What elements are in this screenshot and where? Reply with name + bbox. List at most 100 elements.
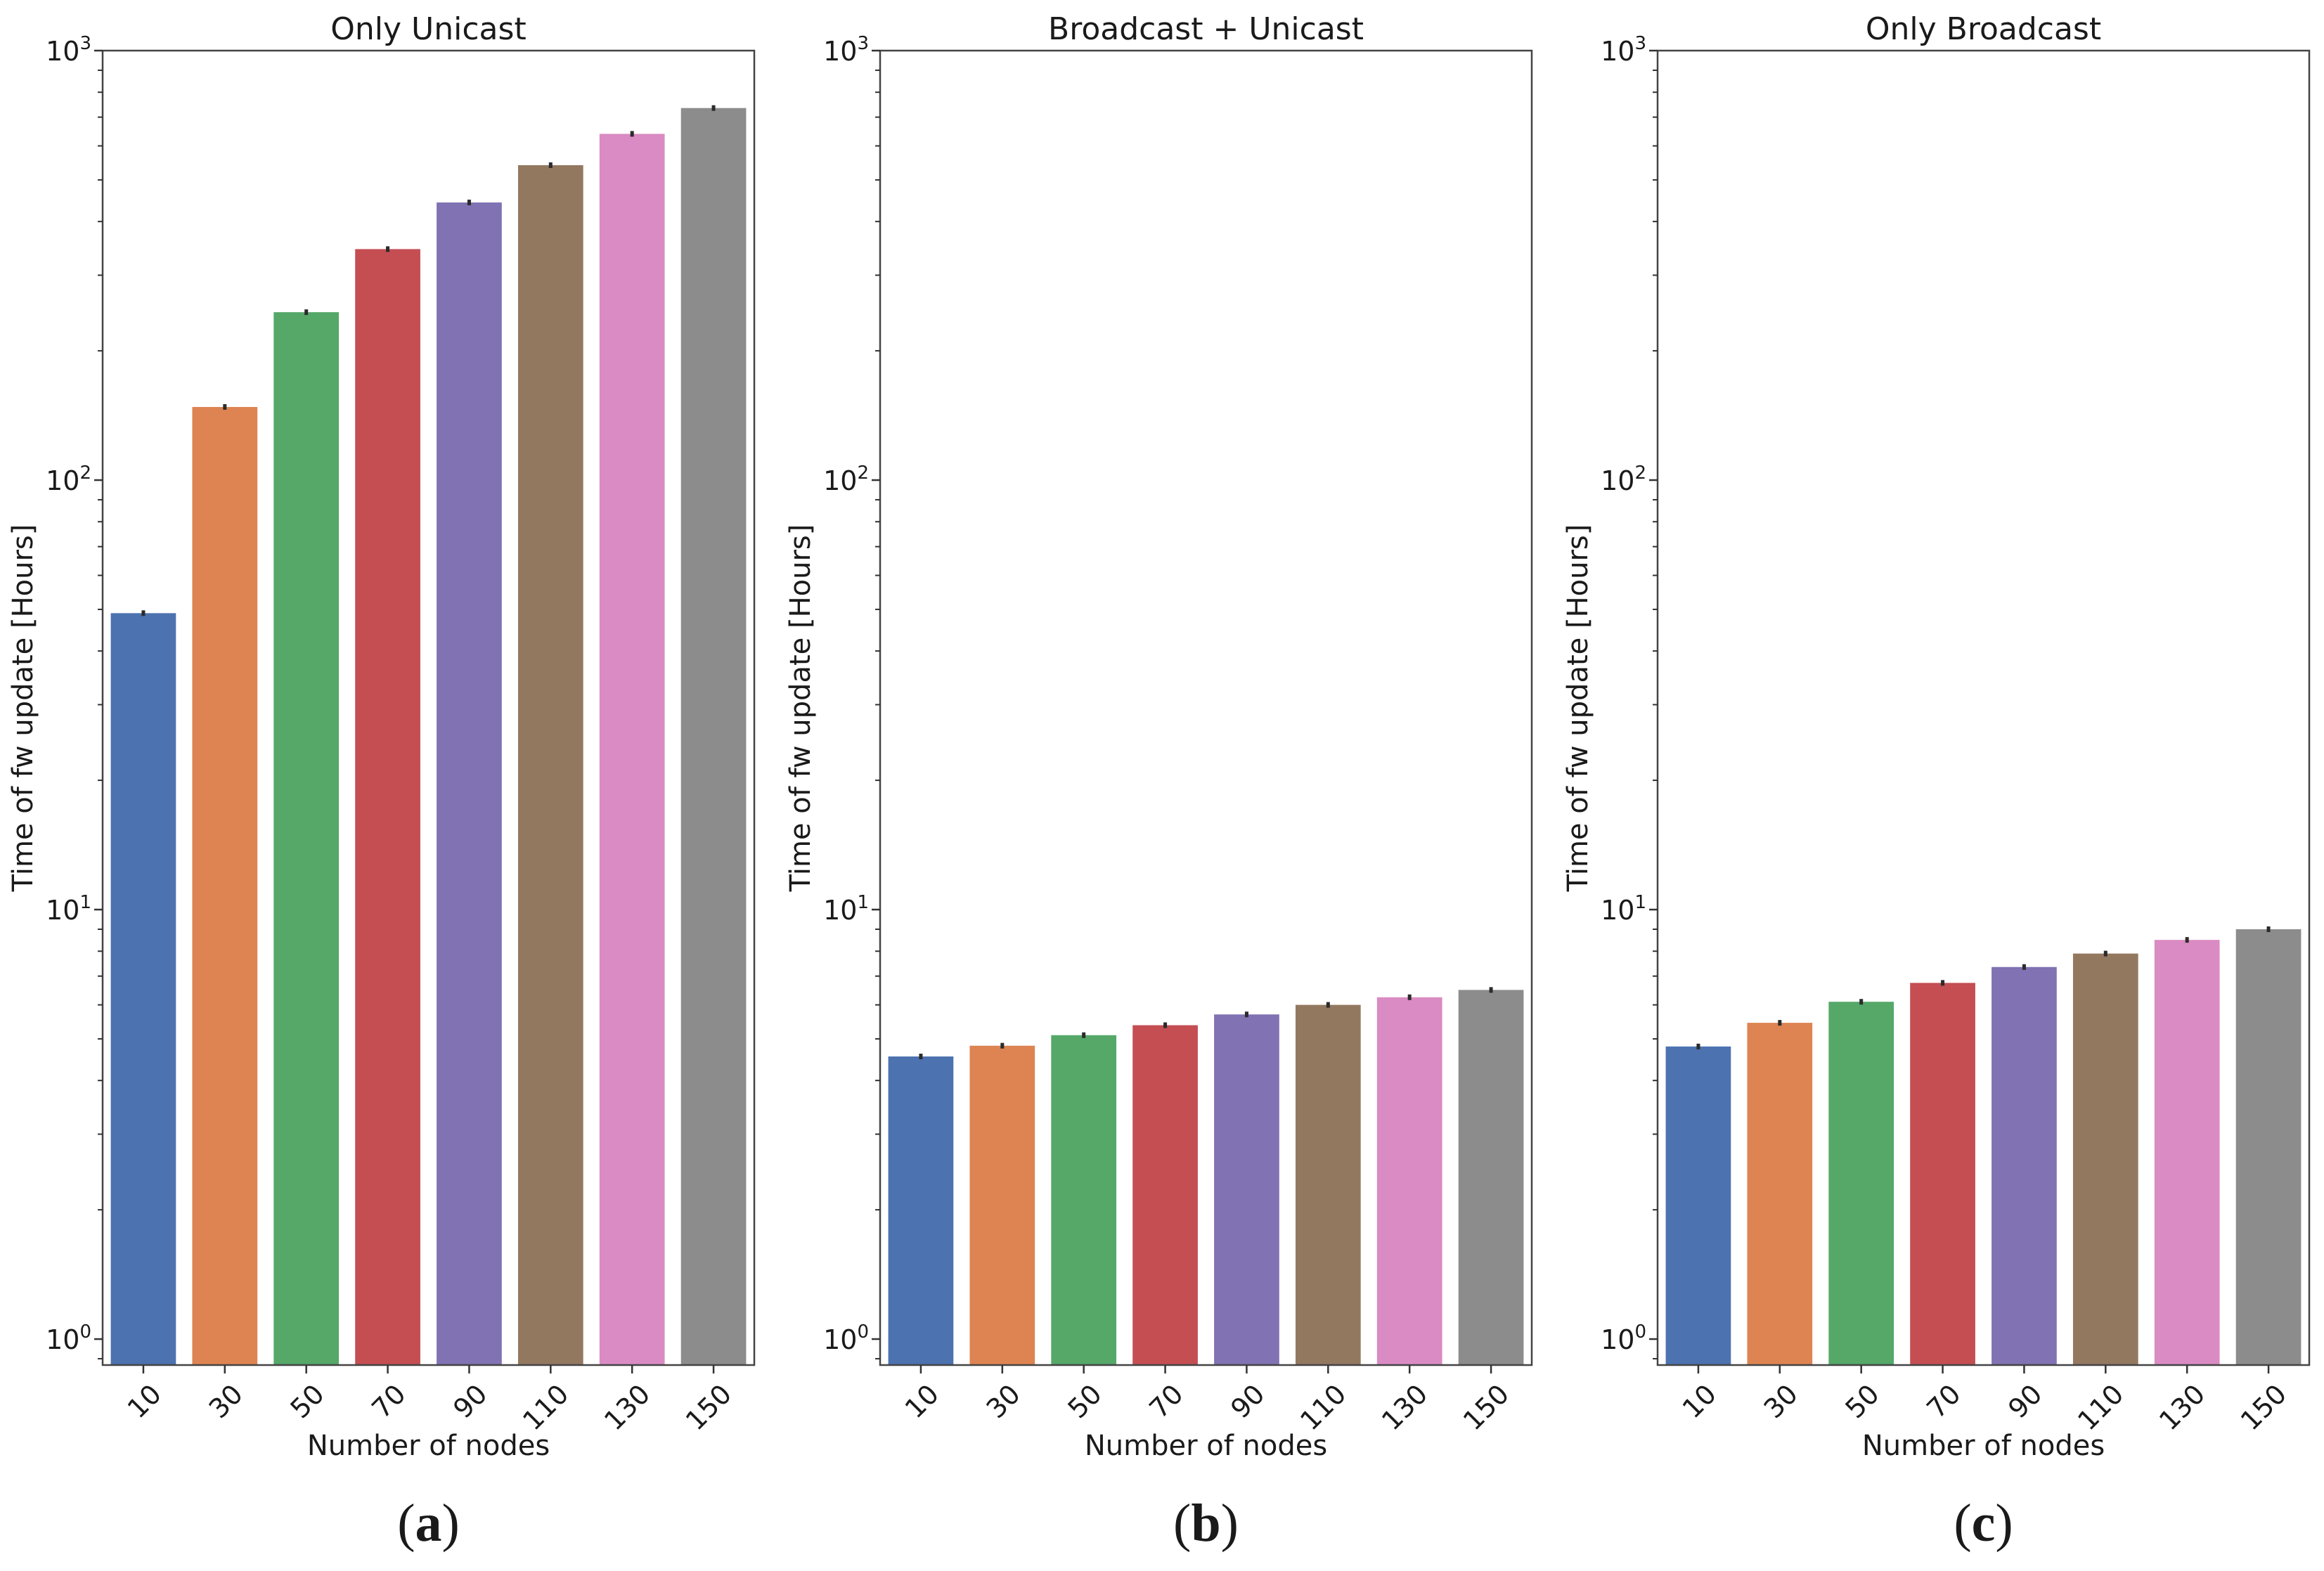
axes-frame (879, 49, 1533, 1366)
panel-caption-close: ) (1995, 1494, 2013, 1553)
x-tick-label: 30 (981, 1378, 1026, 1424)
x-tick-label: 10 (899, 1378, 945, 1424)
y-tick-base: 10 (823, 1324, 857, 1355)
y-tick-label: 101 (46, 892, 91, 926)
x-tick-label: 150 (680, 1378, 737, 1436)
bar-110 (2072, 953, 2138, 1365)
x-tick-label: 110 (2072, 1378, 2129, 1436)
x-tick-label: 10 (122, 1378, 167, 1424)
x-tick-label: 90 (2002, 1378, 2048, 1424)
y-tick-exponent: 2 (79, 463, 91, 484)
bar-10 (110, 613, 176, 1365)
bar-110 (1295, 1004, 1361, 1365)
x-tick-label: 30 (203, 1378, 249, 1424)
x-tick-label: 130 (2153, 1378, 2211, 1436)
x-tick-label: 150 (2235, 1378, 2292, 1436)
panel-caption-letter: b (1191, 1494, 1220, 1553)
x-tick-label: 150 (1457, 1378, 1515, 1436)
bar-70 (355, 249, 420, 1365)
y-tick-exponent: 2 (1634, 463, 1646, 484)
bar-30 (969, 1045, 1035, 1365)
y-axis-label: Time of fw update [Hours] (785, 524, 817, 893)
bar-10 (1665, 1046, 1731, 1365)
y-tick-label: 103 (1601, 33, 1646, 67)
y-tick-exponent: 2 (857, 463, 869, 484)
y-axis-label: Time of fw update [Hours] (1562, 524, 1594, 893)
panel-caption-letter: c (1972, 1494, 1996, 1553)
y-tick-label: 102 (1601, 463, 1646, 496)
y-tick-exponent: 1 (1634, 892, 1646, 913)
y-tick-label: 100 (46, 1321, 91, 1355)
x-tick-label: 70 (366, 1378, 411, 1424)
y-axis-label: Time of fw update [Hours] (7, 524, 39, 893)
x-tick-label: 70 (1920, 1378, 1966, 1424)
x-tick-label: 110 (517, 1378, 574, 1436)
y-tick-base: 10 (1601, 36, 1634, 67)
bar-130 (599, 134, 665, 1365)
x-tick-label: 10 (1677, 1378, 1722, 1424)
panel-caption: (b) (1173, 1494, 1239, 1553)
panel-caption-open: ( (397, 1494, 415, 1553)
bar-30 (192, 406, 258, 1365)
y-tick-label: 103 (823, 33, 869, 67)
x-tick-label: 70 (1143, 1378, 1189, 1424)
y-tick-base: 10 (46, 36, 79, 67)
chart-title: Only Broadcast (1866, 11, 2101, 47)
y-tick-base: 10 (823, 36, 857, 67)
y-tick-exponent: 3 (1634, 33, 1646, 54)
x-tick-label: 50 (1840, 1378, 1885, 1424)
bar-50 (1051, 1035, 1117, 1365)
y-tick-label: 102 (46, 463, 91, 496)
y-tick-label: 102 (823, 463, 869, 496)
y-tick-base: 10 (1601, 895, 1634, 926)
y-tick-label: 101 (823, 892, 869, 926)
y-tick-base: 10 (1601, 465, 1634, 496)
bar-90 (1214, 1014, 1279, 1365)
y-tick-exponent: 3 (857, 33, 869, 54)
y-tick-exponent: 1 (79, 892, 91, 913)
y-tick-base: 10 (823, 465, 857, 496)
y-tick-base: 10 (1601, 1324, 1634, 1355)
bar-90 (437, 202, 502, 1365)
panel-caption-letter: a (415, 1494, 442, 1553)
x-tick-label: 90 (1225, 1378, 1270, 1424)
bar-150 (1458, 990, 1524, 1365)
y-tick-base: 10 (46, 895, 79, 926)
axes-frame (101, 49, 756, 1366)
bar-130 (1376, 997, 1442, 1365)
chart-title: Broadcast + Unicast (1048, 11, 1364, 47)
y-tick-label: 100 (823, 1321, 869, 1355)
bar-30 (1747, 1023, 1813, 1365)
panel-caption: (c) (1954, 1494, 2013, 1553)
x-tick-label: 130 (598, 1378, 656, 1436)
y-tick-exponent: 0 (857, 1321, 869, 1343)
x-axis-label: Number of nodes (1862, 1430, 2105, 1462)
x-tick-label: 50 (1062, 1378, 1108, 1424)
x-tick-label: 110 (1294, 1378, 1352, 1436)
panel-caption-close: ) (442, 1494, 460, 1553)
y-tick-exponent: 3 (79, 33, 91, 54)
axes-frame (1656, 49, 2311, 1366)
bar-70 (1132, 1025, 1198, 1365)
x-tick-label: 130 (1376, 1378, 1433, 1436)
bar-150 (2235, 929, 2302, 1365)
panel-caption-open: ( (1954, 1494, 1971, 1553)
y-tick-exponent: 0 (1634, 1321, 1646, 1343)
panel-caption: (a) (397, 1494, 460, 1553)
x-tick-label: 30 (1758, 1378, 1804, 1424)
bar-130 (2154, 940, 2220, 1365)
y-tick-label: 101 (1601, 892, 1646, 926)
x-tick-label: 90 (447, 1378, 493, 1424)
bar-10 (888, 1056, 954, 1365)
x-axis-label: Number of nodes (1085, 1430, 1327, 1462)
bar-70 (1910, 983, 1975, 1365)
bar-50 (273, 312, 340, 1366)
bar-50 (1828, 1002, 1894, 1365)
panel-caption-close: ) (1221, 1494, 1239, 1553)
x-tick-label: 50 (285, 1378, 330, 1424)
y-tick-base: 10 (823, 895, 857, 926)
